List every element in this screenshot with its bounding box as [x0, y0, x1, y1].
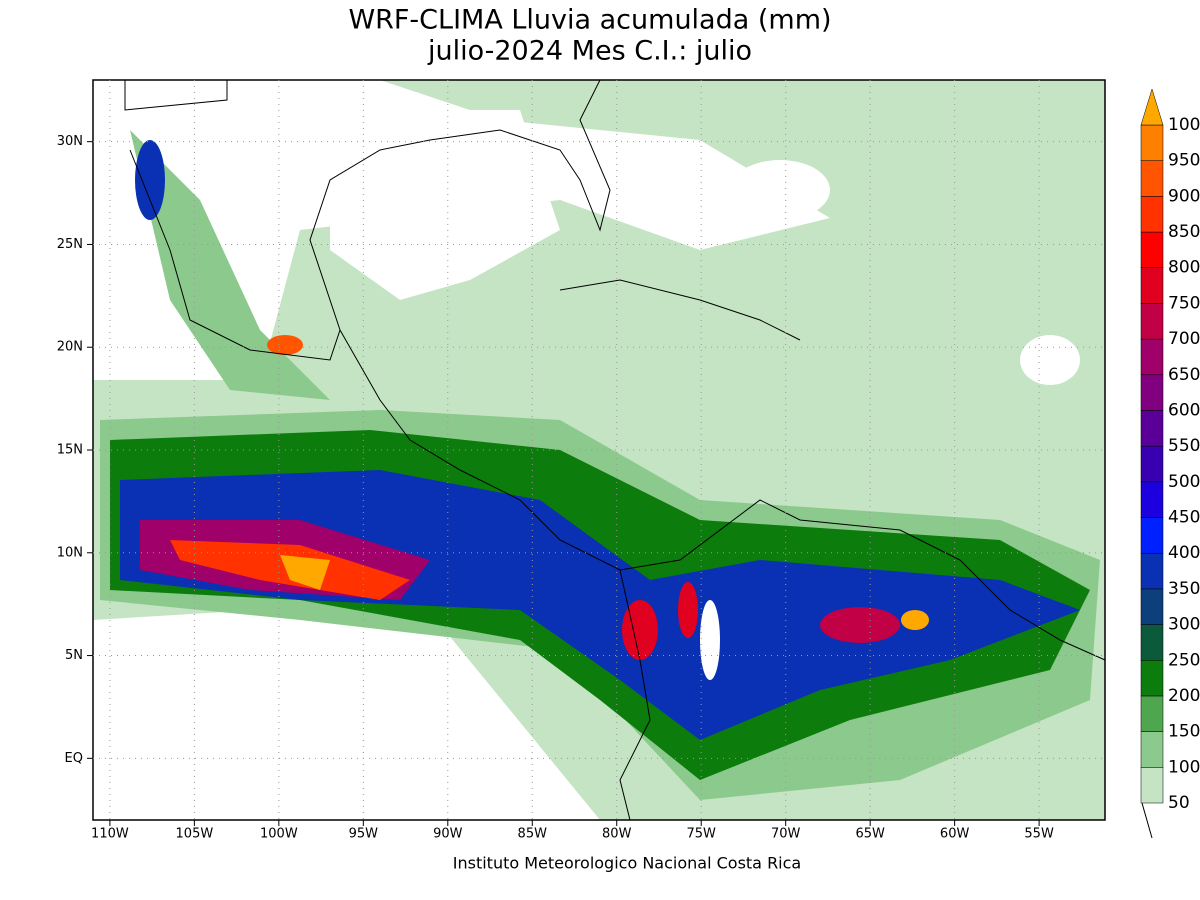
- colorbar-label: 900: [1168, 186, 1200, 206]
- colorbar-swatch: [1140, 124, 1164, 161]
- y-tick-label: 30N: [57, 134, 83, 149]
- colorbar-swatch: [1140, 338, 1164, 376]
- subtitle: julio-2024 Mes C.I.: julio: [427, 36, 752, 67]
- rain-field: [93, 80, 1105, 820]
- colorbar-swatch: [1140, 410, 1164, 447]
- colorbar-label: 700: [1168, 329, 1200, 349]
- coastlines: [124, 79, 1106, 821]
- x-tick-label: 105W: [176, 827, 214, 842]
- colorbar-label: 400: [1168, 543, 1200, 563]
- colorbar-label: 950: [1168, 151, 1200, 171]
- colorbar-swatch: [1140, 517, 1164, 554]
- colorbar-swatch: [1140, 695, 1164, 732]
- colorbar-swatch: [1140, 660, 1164, 697]
- colorbar-label: 650: [1168, 365, 1200, 385]
- colorbar-swatch: [1140, 552, 1164, 590]
- colorbar-swatch: [1140, 160, 1164, 197]
- y-tick-label: 20N: [57, 340, 83, 355]
- y-tick-label: EQ: [65, 751, 83, 766]
- colorbar-label: 100: [1168, 757, 1200, 777]
- colorbar-swatch: [1140, 481, 1164, 518]
- colorbar-label: 500: [1168, 472, 1200, 492]
- colorbar-label: 200: [1168, 686, 1200, 706]
- title: WRF-CLIMA Lluvia acumulada (mm): [348, 5, 831, 36]
- colorbar-label: 600: [1168, 400, 1200, 420]
- x-tick-label: 85W: [518, 827, 548, 842]
- colorbar-swatch: [1140, 624, 1164, 661]
- colorbar-swatch: [1140, 731, 1164, 768]
- x-tick-label: 55W: [1024, 827, 1054, 842]
- colorbar-label: 1000: [1168, 115, 1200, 135]
- colorbar-swatch: [1140, 196, 1164, 233]
- y-tick-label: 5N: [65, 648, 83, 663]
- x-tick-label: 95W: [349, 827, 379, 842]
- x-tick-label: 65W: [855, 827, 885, 842]
- colorbar-swatch: [1140, 231, 1164, 268]
- colorbar-swatch: [1140, 445, 1164, 483]
- x-tick-label: 110W: [91, 827, 129, 842]
- colorbar-overflow: [1140, 88, 1164, 126]
- colorbar-swatch: [1140, 267, 1164, 304]
- y-tick-label: 25N: [57, 237, 83, 252]
- colorbar-label: 450: [1168, 508, 1200, 528]
- y-tick-label: 15N: [57, 443, 83, 458]
- x-tick-label: 90W: [433, 827, 463, 842]
- x-tick-label: 75W: [687, 827, 717, 842]
- colorbar-swatch: [1140, 767, 1164, 804]
- colorbar-label: 50: [1168, 793, 1190, 813]
- colorbar-label: 150: [1168, 722, 1200, 742]
- colorbar-label: 350: [1168, 579, 1200, 599]
- x-tick-label: 100W: [260, 827, 298, 842]
- colorbar-label: 250: [1168, 650, 1200, 670]
- colorbar-label: 850: [1168, 222, 1200, 242]
- colorbar-swatch: [1140, 303, 1164, 340]
- colorbar-swatch: [1140, 588, 1164, 625]
- x-tick-label: 80W: [602, 827, 632, 842]
- colorbar-label: 550: [1168, 436, 1200, 456]
- colorbar-label: 750: [1168, 293, 1200, 313]
- colorbar-label: 800: [1168, 258, 1200, 278]
- colorbar-label: 300: [1168, 615, 1200, 635]
- colorbar-tail: [1141, 802, 1153, 839]
- colorbar-swatch: [1140, 374, 1164, 411]
- x-tick-label: 60W: [940, 827, 970, 842]
- x-tick-label: 70W: [771, 827, 801, 842]
- credit: Instituto Meteorologico Nacional Costa R…: [453, 854, 801, 873]
- y-tick-label: 10N: [57, 545, 83, 560]
